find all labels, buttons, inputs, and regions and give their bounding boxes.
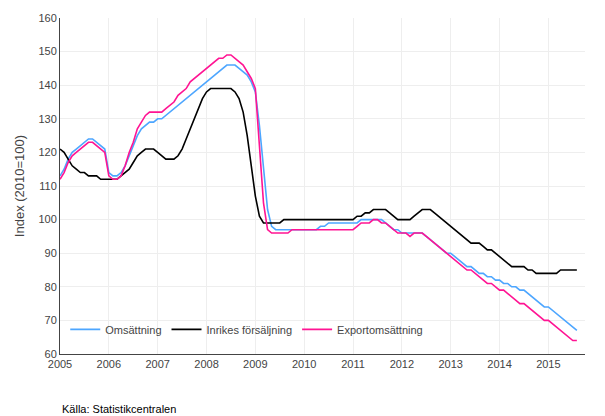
svg-text:2012: 2012 <box>390 358 414 370</box>
svg-text:2013: 2013 <box>438 358 462 370</box>
svg-text:2010: 2010 <box>292 358 316 370</box>
svg-text:120: 120 <box>38 146 56 158</box>
svg-text:2005: 2005 <box>48 358 72 370</box>
svg-text:140: 140 <box>38 79 56 91</box>
svg-text:2009: 2009 <box>243 358 267 370</box>
svg-text:2008: 2008 <box>194 358 218 370</box>
svg-text:Index (2010=100): Index (2010=100) <box>12 135 27 237</box>
svg-text:60: 60 <box>45 348 57 360</box>
svg-text:160: 160 <box>38 12 56 24</box>
svg-text:Källa: Statistikcentralen: Källa: Statistikcentralen <box>62 403 176 415</box>
svg-text:80: 80 <box>45 281 57 293</box>
svg-text:100: 100 <box>38 213 56 225</box>
svg-text:2014: 2014 <box>487 358 511 370</box>
svg-text:2007: 2007 <box>145 358 169 370</box>
svg-text:2015: 2015 <box>536 358 560 370</box>
svg-text:2011: 2011 <box>341 358 365 370</box>
svg-text:110: 110 <box>39 180 57 192</box>
svg-text:150: 150 <box>38 45 56 57</box>
svg-text:Inrikes försäljning: Inrikes försäljning <box>207 324 293 336</box>
svg-text:2006: 2006 <box>97 358 121 370</box>
svg-text:90: 90 <box>45 247 57 259</box>
svg-text:70: 70 <box>45 314 57 326</box>
svg-text:Exportomsättning: Exportomsättning <box>337 324 423 336</box>
svg-text:Omsättning: Omsättning <box>105 324 161 336</box>
svg-text:130: 130 <box>38 113 56 125</box>
